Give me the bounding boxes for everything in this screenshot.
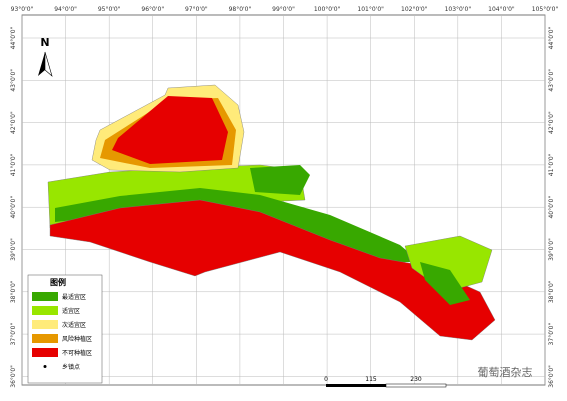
lat-label-left: 38°0'0" bbox=[10, 280, 17, 303]
lat-label-left: 41°0'0" bbox=[10, 153, 17, 176]
lat-label-right: 41°0'0" bbox=[548, 153, 555, 176]
lon-label: 101°0'0" bbox=[357, 6, 384, 13]
unsuitable-north bbox=[112, 96, 228, 164]
lat-label-right: 42°0'0" bbox=[548, 111, 555, 134]
lat-label-left: 39°0'0" bbox=[10, 238, 17, 261]
legend-point bbox=[43, 365, 47, 368]
lat-label-left: 44°0'0" bbox=[10, 26, 17, 49]
lat-label-right: 36°0'0" bbox=[548, 365, 555, 388]
scale-bar: 0 115 230 bbox=[324, 376, 447, 388]
arrow-right bbox=[44, 51, 53, 77]
legend-label: 乡镇点 bbox=[62, 363, 80, 371]
lon-label: 100°0'0" bbox=[314, 6, 341, 13]
unsuitable-south bbox=[49, 199, 496, 341]
optimal-east bbox=[420, 262, 470, 305]
lat-label-left: 40°0'0" bbox=[10, 196, 17, 219]
lon-label: 93°0'0" bbox=[11, 6, 34, 13]
legend-label: 次适宜区 bbox=[62, 321, 86, 329]
region bbox=[47, 84, 496, 341]
legend-swatch bbox=[32, 292, 58, 301]
lon-label: 94°0'0" bbox=[54, 6, 77, 13]
scale-label: 230 bbox=[410, 376, 422, 383]
lat-label-right: 39°0'0" bbox=[548, 238, 555, 261]
scale-seg bbox=[385, 383, 447, 388]
scale-label: 115 bbox=[365, 376, 377, 383]
legend-label: 不可种植区 bbox=[62, 349, 92, 357]
north-arrow: N bbox=[38, 36, 53, 77]
lon-label: 95°0'0" bbox=[98, 6, 121, 13]
lat-label-left: 37°0'0" bbox=[10, 323, 17, 346]
legend-swatch bbox=[32, 334, 58, 343]
lat-label-left: 42°0'0" bbox=[10, 111, 17, 134]
legend-swatch bbox=[32, 306, 58, 315]
lat-label-left: 36°0'0" bbox=[10, 365, 17, 388]
lat-label-right: 44°0'0" bbox=[548, 26, 555, 49]
lat-label-right: 43°0'0" bbox=[548, 69, 555, 92]
lon-label: 105°0'0" bbox=[532, 6, 559, 13]
legend-swatch bbox=[32, 320, 58, 329]
legend-label: 适宜区 bbox=[62, 307, 80, 315]
arrow-left bbox=[38, 52, 45, 76]
lon-label: 98°0'0" bbox=[229, 6, 252, 13]
legend-title: 图例 bbox=[50, 277, 66, 287]
lon-label: 103°0'0" bbox=[445, 6, 472, 13]
legend-label: 风险种植区 bbox=[62, 335, 92, 343]
lon-label: 96°0'0" bbox=[141, 6, 164, 13]
lon-label: 102°0'0" bbox=[401, 6, 428, 13]
lon-label: 99°0'0" bbox=[272, 6, 295, 13]
legend-label: 最适宜区 bbox=[62, 293, 86, 301]
scale-label: 0 bbox=[324, 376, 328, 383]
lat-label-right: 40°0'0" bbox=[548, 196, 555, 219]
watermark: 葡萄酒杂志 bbox=[478, 366, 533, 379]
scale-seg bbox=[326, 384, 386, 387]
lat-label-left: 43°0'0" bbox=[10, 69, 17, 92]
optimal-north bbox=[250, 165, 310, 195]
lat-label-right: 38°0'0" bbox=[548, 280, 555, 303]
lon-label: 97°0'0" bbox=[185, 6, 208, 13]
north-label: N bbox=[40, 36, 49, 49]
legend-swatch bbox=[32, 348, 58, 357]
lat-label-right: 37°0'0" bbox=[548, 323, 555, 346]
lon-label: 104°0'0" bbox=[488, 6, 515, 13]
